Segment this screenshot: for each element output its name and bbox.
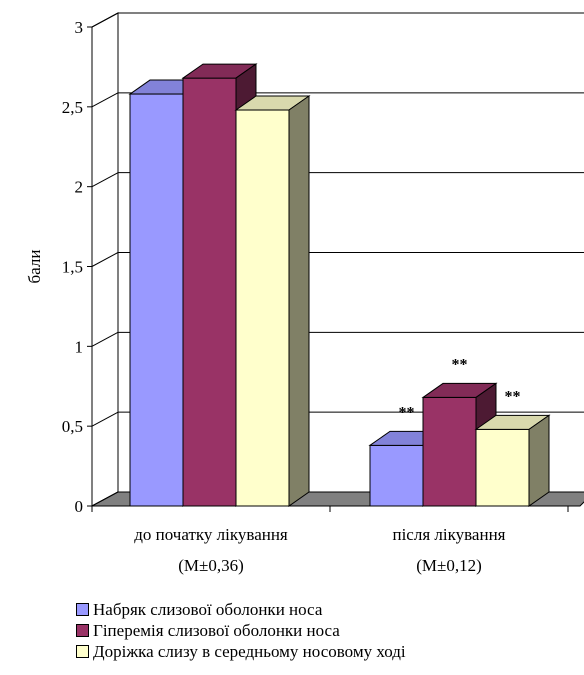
y-tick-label: 2,5 (62, 98, 83, 117)
legend: Набряк слизової оболонки носа Гіперемія … (76, 599, 406, 662)
side-gridline (91, 12, 119, 28)
y-tick-label: 3 (75, 18, 84, 37)
x-tick-label: (M±0,36) (178, 556, 244, 575)
side-gridline (91, 411, 119, 427)
significance-label: ** (399, 404, 415, 421)
legend-swatch-mucus (76, 645, 89, 658)
bar-side (288, 95, 310, 507)
x-tick-label: (M±0,12) (416, 556, 482, 575)
y-tick-label: 0,5 (62, 417, 83, 436)
side-gridline (91, 252, 119, 267)
x-tick-label: після лікування (392, 525, 505, 544)
y-axis-title: бали (25, 250, 44, 284)
significance-label: ** (505, 388, 521, 405)
legend-item-mucus: Доріжка слизу в середньому носовому ході (76, 641, 406, 662)
x-tick-label: до початку лікування (134, 525, 288, 544)
legend-item-hyperemia: Гіперемія слизової оболонки носа (76, 620, 406, 641)
bar (369, 444, 424, 507)
y-tick-label: 1,5 (62, 258, 83, 277)
bar (422, 396, 477, 507)
bar (129, 93, 184, 507)
legend-label-hyperemia: Гіперемія слизової оболонки носа (93, 621, 340, 640)
significance-label: ** (452, 356, 468, 373)
bar (182, 77, 237, 507)
y-tick-label: 2 (75, 178, 84, 197)
side-gridline (91, 92, 119, 108)
legend-label-swelling: Набряк слизової оболонки носа (93, 600, 323, 619)
y-tick-label: 0 (75, 497, 84, 516)
side-gridline (91, 172, 119, 188)
side-gridline (91, 331, 119, 347)
bar (235, 109, 290, 507)
legend-item-swelling: Набряк слизової оболонки носа (76, 599, 406, 620)
y-tick-label: 1 (75, 337, 84, 356)
bar (475, 428, 530, 507)
legend-swatch-swelling (76, 603, 89, 616)
legend-swatch-hyperemia (76, 624, 89, 637)
bar-side (528, 414, 550, 507)
legend-label-mucus: Доріжка слизу в середньому носовому ході (93, 642, 406, 661)
